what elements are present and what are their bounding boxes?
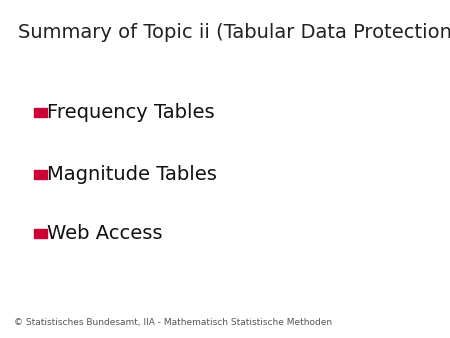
Bar bbox=[34, 170, 47, 179]
Text: Magnitude Tables: Magnitude Tables bbox=[47, 165, 217, 184]
Text: © Statistisches Bundesamt, IIA - Mathematisch Statistische Methoden: © Statistisches Bundesamt, IIA - Mathema… bbox=[14, 318, 332, 327]
Text: Summary of Topic ii (Tabular Data Protection): Summary of Topic ii (Tabular Data Protec… bbox=[18, 23, 450, 42]
Bar bbox=[34, 229, 47, 238]
Bar bbox=[34, 107, 47, 117]
Text: Frequency Tables: Frequency Tables bbox=[47, 103, 215, 122]
Text: Web Access: Web Access bbox=[47, 224, 163, 243]
